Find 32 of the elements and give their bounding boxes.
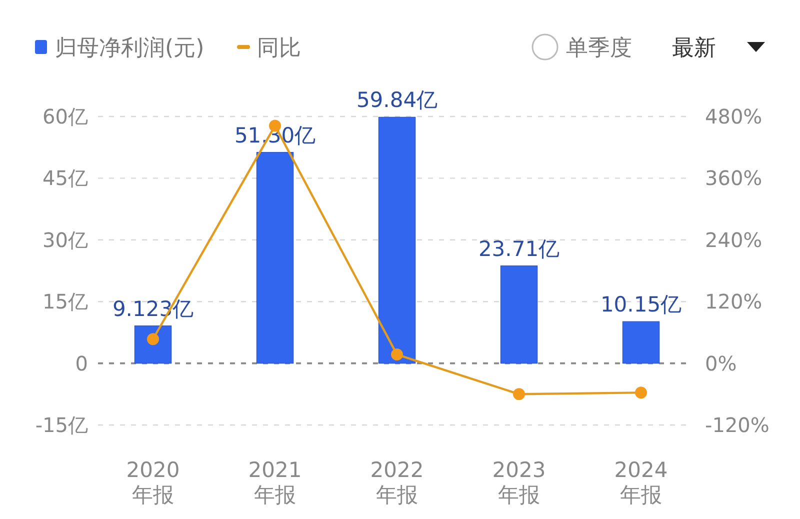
point — [635, 386, 647, 399]
text: 单季度 — [566, 36, 632, 61]
x-tick-label: 2023 年报 — [492, 458, 546, 507]
y2-tick-label: 120% — [705, 290, 762, 314]
point — [513, 388, 525, 400]
y2-tick-label: 360% — [705, 166, 762, 190]
x-tick-label: 2020 年报 — [126, 458, 180, 507]
y2-tick-label: 480% — [705, 104, 762, 128]
data-label: 10.15亿 — [600, 292, 682, 317]
y2-tick-label: 240% — [705, 228, 762, 252]
y-tick-label: 45亿 — [42, 166, 88, 190]
x-tick-label: 2021 年报 — [248, 458, 302, 507]
y-tick-label: -15亿 — [35, 413, 88, 437]
x-tick-label: 2022 年报 — [370, 458, 424, 507]
legend-label: 同比 — [257, 36, 301, 61]
x-tick-label: 2024 年报 — [614, 458, 668, 507]
bar — [256, 152, 294, 364]
y-tick-label: 60亿 — [42, 104, 88, 128]
y-tick-label: 30亿 — [42, 228, 88, 252]
text: 最新 — [672, 36, 716, 61]
bar — [500, 265, 538, 364]
data-label: 23.71亿 — [478, 236, 560, 261]
y2-tick-label: -120% — [705, 413, 770, 437]
bar — [622, 321, 660, 364]
legend-label: 归母净利润(元) — [55, 36, 204, 61]
y2-tick-label: 0% — [705, 351, 737, 376]
bar — [378, 116, 416, 364]
y-tick-label: 0 — [75, 351, 88, 376]
y-tick-label: 15亿 — [42, 290, 88, 314]
data-label: 59.84亿 — [356, 88, 438, 112]
point — [391, 348, 403, 361]
bar — [134, 325, 172, 364]
